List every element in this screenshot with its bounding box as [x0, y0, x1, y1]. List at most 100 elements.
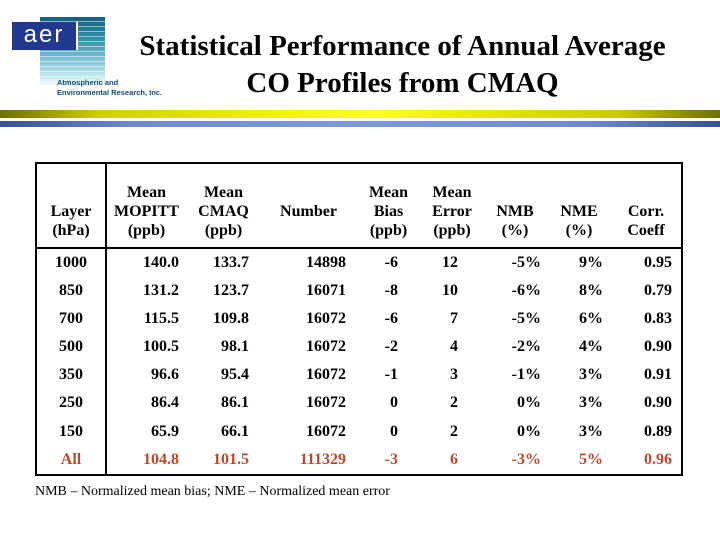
table-cell: -3%	[511, 450, 541, 468]
table-cell: 0.83	[644, 310, 672, 328]
table-header-row: Layer (hPa) Mean MOPITT (ppb) Mean CMAQ (ppb) N…	[36, 163, 682, 249]
table-cell: -6%	[511, 282, 541, 300]
table-cell: 350	[36, 361, 107, 390]
table-row: 850 131.2 123.7 16071 -8 10 -6% 8% 0.79	[36, 277, 682, 306]
logo-acronym: aer	[23, 21, 65, 48]
divider-blue-bar	[0, 121, 720, 127]
table-cell: 0.95	[644, 254, 672, 272]
table-cell: 8%	[579, 282, 603, 300]
column-header: Corr. Coeff	[611, 163, 682, 249]
stats-table-wrap: Layer (hPa) Mean MOPITT (ppb) Mean CMAQ (ppb) N…	[35, 162, 683, 476]
column-header: Mean MOPITT (ppb)	[106, 163, 186, 249]
column-header: Mean CMAQ (ppb)	[186, 163, 261, 249]
table-cell: -6	[384, 310, 398, 328]
table-cell: 700	[36, 305, 107, 334]
table-cell: -3	[384, 450, 398, 468]
table-cell: 65.9	[151, 422, 179, 440]
table-cell: 1000	[36, 248, 107, 278]
table-cell: 104.8	[143, 450, 179, 468]
table-cell: 5%	[579, 450, 603, 468]
table-cell: 3%	[579, 394, 603, 412]
table-cell: 0.90	[644, 338, 672, 356]
table-cell: 115.5	[143, 310, 179, 328]
table-cell: 95.4	[221, 366, 249, 384]
column-header: Mean Error (ppb)	[421, 163, 483, 249]
table-cell: 7	[450, 310, 458, 328]
table-cell: -8	[384, 282, 398, 300]
table-cell: 0	[390, 422, 398, 440]
table-cell: 16072	[306, 366, 346, 384]
logo-navy-box: aer	[12, 22, 78, 50]
table-row: 500 100.5 98.1 16072 -2 4 -2% 4% 0.90	[36, 333, 682, 362]
table-row-all-summary: All 104.8 101.5 111329 -3 6 -3% 5% 0.96	[36, 445, 682, 475]
table-cell: 3%	[579, 422, 603, 440]
table-cell: 0.90	[644, 394, 672, 412]
table-cell: 100.5	[143, 338, 179, 356]
logo-org-line1: Atmospheric and	[57, 78, 119, 87]
table-cell: 86.1	[221, 394, 249, 412]
table-cell: 6	[450, 450, 458, 468]
column-header: Number	[261, 163, 356, 249]
table-cell: 150	[36, 417, 107, 446]
logo-org-line2: Environmental Research, Inc.	[57, 88, 163, 98]
stats-table: Layer (hPa) Mean MOPITT (ppb) Mean CMAQ (ppb) N…	[35, 162, 683, 476]
table-cell: 10	[442, 282, 458, 300]
aer-logo: aer Atmospheric and Environmental Resear…	[12, 16, 172, 106]
table-cell: 140.0	[143, 254, 179, 272]
table-cell: 2	[450, 394, 458, 412]
table-row: 350 96.6 95.4 16072 -1 3 -1% 3% 0.91	[36, 361, 682, 390]
table-row: 150 65.9 66.1 16072 0 2 0% 3% 0.89	[36, 417, 682, 446]
slide-title-line2: CO Profiles from CMAQ	[246, 67, 559, 99]
table-cell: 0.96	[644, 450, 672, 468]
table-cell: 9%	[579, 254, 603, 272]
table-cell: 6%	[579, 310, 603, 328]
slide-title-line1: Statistical Performance of Annual Averag…	[139, 30, 666, 62]
table-cell: 0%	[517, 422, 541, 440]
table-cell: 86.4	[151, 394, 179, 412]
table-cell: 0.91	[644, 366, 672, 384]
slide-title: Statistical Performance of Annual Averag…	[95, 28, 710, 102]
table-cell: -5%	[511, 310, 541, 328]
table-cell: 12	[442, 254, 458, 272]
table-cell: 500	[36, 333, 107, 362]
table-cell: 109.8	[213, 310, 249, 328]
table-cell: 16072	[306, 338, 346, 356]
table-row: 250 86.4 86.1 16072 0 2 0% 3% 0.90	[36, 389, 682, 418]
table-cell: -1	[384, 366, 398, 384]
column-header: Layer (hPa)	[36, 163, 107, 249]
table-cell: -2%	[511, 338, 541, 356]
table-row: 1000 140.0 133.7 14898 -6 12 -5% 9% 0.95	[36, 248, 682, 278]
table-cell: 4%	[579, 338, 603, 356]
footnote: NMB – Normalized mean bias; NME – Normal…	[35, 484, 390, 499]
column-header: NME (%)	[547, 163, 611, 249]
table-row: 700 115.5 109.8 16072 -6 7 -5% 6% 0.83	[36, 305, 682, 334]
table-cell: -1%	[511, 366, 541, 384]
table-cell: 96.6	[151, 366, 179, 384]
table-cell: 4	[450, 338, 458, 356]
table-cell: 0%	[517, 394, 541, 412]
table-cell: 16072	[306, 394, 346, 412]
table-cell: 131.2	[143, 282, 179, 300]
table-cell: 16071	[306, 282, 346, 300]
table-cell: 14898	[306, 254, 346, 272]
column-header: Mean Bias (ppb)	[356, 163, 421, 249]
table-cell: 3%	[579, 366, 603, 384]
table-cell: 101.5	[213, 450, 249, 468]
table-cell: 2	[450, 422, 458, 440]
table-cell: -6	[384, 254, 398, 272]
table-cell: 66.1	[221, 422, 249, 440]
logo-org-name: Atmospheric and Environmental Research, …	[57, 78, 197, 98]
table-cell: 850	[36, 277, 107, 306]
table-cell: 123.7	[213, 282, 249, 300]
table-cell: 250	[36, 389, 107, 418]
divider-gold-bar	[0, 110, 720, 118]
table-cell: 0.89	[644, 422, 672, 440]
table-cell: 3	[450, 366, 458, 384]
column-header: NMB (%)	[483, 163, 547, 249]
table-cell: 0.79	[644, 282, 672, 300]
table-cell: -2	[384, 338, 398, 356]
table-cell: 111329	[299, 450, 346, 468]
table-cell: 133.7	[213, 254, 249, 272]
table-cell: -5%	[511, 254, 541, 272]
